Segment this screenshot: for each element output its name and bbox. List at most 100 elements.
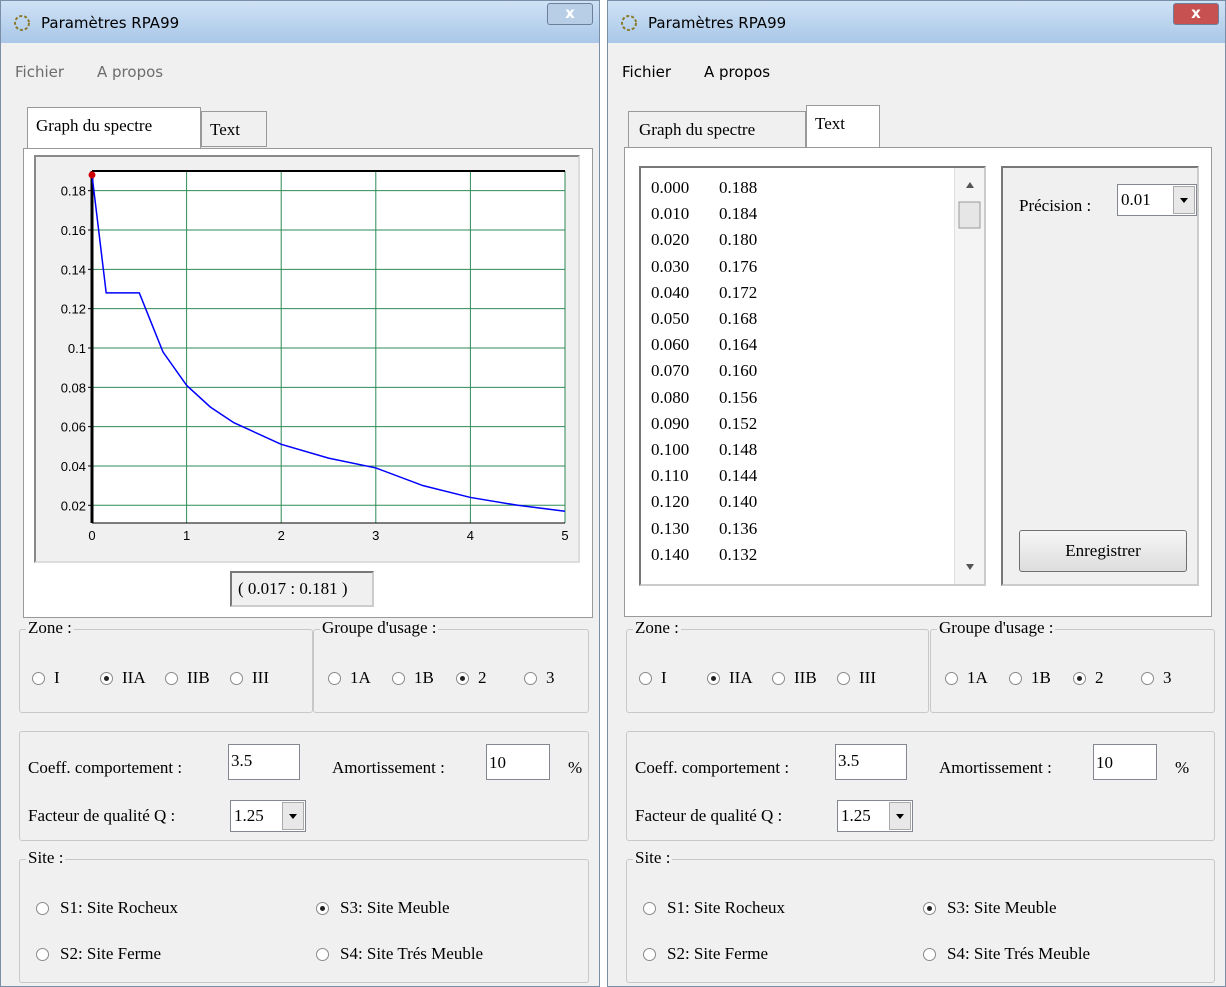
text-list: 0.0000.1880.0100.1840.0200.1800.0300.176… [639, 166, 986, 586]
unit-label: % [1175, 758, 1189, 778]
list-cell: 0.136 [719, 519, 757, 539]
radio-button[interactable] [772, 672, 785, 685]
radio-button[interactable] [837, 672, 850, 685]
menu-item[interactable]: A propos [97, 63, 163, 81]
radio-button[interactable] [36, 902, 49, 915]
dropdown-value: 1.25 [234, 806, 264, 826]
list-cell: 0.164 [719, 335, 757, 355]
dropdown-value: 1.25 [841, 806, 871, 826]
radio-button[interactable] [32, 672, 45, 685]
radio-button[interactable] [165, 672, 178, 685]
text-input[interactable]: 3.5 [228, 744, 300, 780]
plot-area [92, 171, 565, 523]
tab[interactable]: Graph du spectre [27, 107, 201, 149]
list-cell: 0.184 [719, 204, 757, 224]
title-bar: Paramètres RPA99 x [1, 1, 600, 43]
radio-label: 1A [967, 668, 988, 688]
close-button[interactable]: x [547, 3, 593, 25]
radio-label: S3: Site Meuble [340, 898, 450, 918]
save-button[interactable]: Enregistrer [1019, 530, 1187, 572]
radio-button[interactable] [392, 672, 405, 685]
dropdown-value: 0.01 [1121, 190, 1151, 210]
list-cell: 0.040 [651, 283, 689, 303]
menu-item[interactable]: Fichier [15, 63, 64, 81]
window-title: Paramètres RPA99 [41, 14, 179, 32]
y-tick-label: 0.12 [61, 302, 86, 317]
cursor-marker [89, 171, 96, 178]
list-cell: 0.030 [651, 257, 689, 277]
unit-label: % [568, 758, 582, 778]
radio-dot [927, 906, 932, 911]
radio-button[interactable] [1009, 672, 1022, 685]
field-label: Amortissement : [939, 758, 1052, 778]
menu-item[interactable]: A propos [704, 63, 770, 81]
close-button[interactable]: x [1173, 3, 1219, 25]
radio-button[interactable] [524, 672, 537, 685]
menu-item[interactable]: Fichier [622, 63, 671, 81]
tab[interactable]: Text [806, 105, 880, 149]
radio-label: S4: Site Trés Meuble [947, 944, 1090, 964]
group-label: Site : [633, 848, 672, 868]
dropdown[interactable]: 0.01 [1117, 184, 1197, 216]
arrow-icon [1174, 187, 1194, 213]
radio-button[interactable] [639, 672, 652, 685]
list-cell: 0.130 [651, 519, 689, 539]
graph-frame: 0.020.040.060.080.10.120.140.160.1801234… [34, 155, 580, 563]
radio-button[interactable] [328, 672, 341, 685]
y-tick-label: 0.18 [61, 184, 86, 199]
list-cell: 0.144 [719, 466, 757, 486]
list-cell: 0.010 [651, 204, 689, 224]
radio-button[interactable] [230, 672, 243, 685]
group-label: Zone : [633, 618, 681, 638]
radio-button[interactable] [316, 948, 329, 961]
radio-button[interactable] [707, 672, 720, 685]
group-label: Site : [26, 848, 65, 868]
dropdown[interactable]: 1.25 [837, 800, 913, 832]
radio-button[interactable] [945, 672, 958, 685]
list-cell: 0.070 [651, 361, 689, 381]
scrollbar[interactable] [954, 168, 984, 584]
dropdown-button [282, 802, 304, 830]
radio-button[interactable] [923, 902, 936, 915]
radio-button[interactable] [36, 948, 49, 961]
radio-label: 1B [1031, 668, 1051, 688]
app-icon [620, 14, 638, 32]
radio-label: S1: Site Rocheux [60, 898, 178, 918]
y-tick-label: 0.16 [61, 223, 86, 238]
radio-button[interactable] [100, 672, 113, 685]
radio-dot [460, 676, 465, 681]
zone-group: Zone :IIIAIIBIII [19, 629, 313, 713]
tab[interactable]: Graph du spectre [628, 111, 806, 147]
group-label: Groupe d'usage : [320, 618, 438, 638]
radio-label: 3 [1163, 668, 1172, 688]
text-input[interactable]: 10 [486, 744, 550, 780]
group-label: Groupe d'usage : [937, 618, 1055, 638]
tab[interactable]: Text [201, 111, 267, 147]
radio-button[interactable] [1073, 672, 1086, 685]
screen: Paramètres RPA99 x Fichier A propos Graph du… [0, 0, 1226, 987]
radio-button[interactable] [1141, 672, 1154, 685]
dropdown[interactable]: 1.25 [230, 800, 306, 832]
radio-button[interactable] [316, 902, 329, 915]
site-group: Site :S1: Site RocheuxS2: Site FermeS3: … [626, 859, 1215, 983]
input-value: 3.5 [231, 751, 252, 771]
radio-button[interactable] [923, 948, 936, 961]
list-cell: 0.140 [651, 545, 689, 565]
radio-button[interactable] [643, 902, 656, 915]
text-input[interactable]: 3.5 [835, 744, 907, 780]
list-cell: 0.148 [719, 440, 757, 460]
radio-button[interactable] [456, 672, 469, 685]
radio-dot [711, 676, 716, 681]
arrow-icon [283, 803, 303, 829]
text-input[interactable]: 10 [1093, 744, 1157, 780]
radio-label: 2 [1095, 668, 1104, 688]
list-cell: 0.060 [651, 335, 689, 355]
y-tick-label: 0.14 [61, 262, 86, 277]
radio-button[interactable] [643, 948, 656, 961]
x-tick-label: 1 [183, 528, 190, 543]
list-cell: 0.140 [719, 492, 757, 512]
list-cell: 0.188 [719, 178, 757, 198]
